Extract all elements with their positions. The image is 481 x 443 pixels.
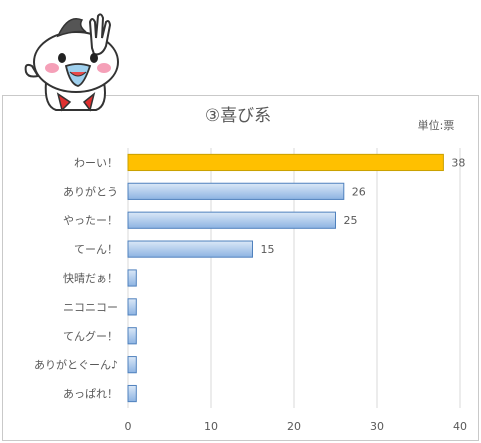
bar [127, 327, 137, 345]
data-label: 38 [451, 156, 465, 169]
category-label: てーん！ [74, 243, 118, 256]
category-label: あっぱれ！ [63, 388, 118, 401]
category-label: 快晴だぁ！ [63, 272, 118, 285]
bar [127, 211, 336, 229]
x-tick-label: 0 [125, 420, 132, 433]
x-tick-label: 10 [204, 420, 218, 433]
data-label: 25 [344, 214, 358, 227]
bars [127, 153, 444, 403]
bar [127, 240, 253, 258]
category-label: わーい！ [74, 156, 118, 169]
value-labels: 38 26 25 15 [261, 156, 466, 256]
data-label: 15 [261, 243, 275, 256]
bar [127, 153, 444, 172]
bar [127, 384, 137, 403]
data-label: 26 [352, 185, 366, 198]
category-label: ありがとぐーん♪ [34, 358, 118, 372]
category-label: てんグー！ [63, 329, 118, 343]
bar [127, 298, 137, 316]
chart-title: ③喜び系 [205, 106, 271, 126]
category-label: ニコニコー [63, 301, 118, 314]
x-tick-label: 40 [453, 420, 467, 433]
unit-label: 単位:票 [418, 118, 455, 132]
x-tick-label: 20 [287, 420, 301, 433]
x-tick-label: 30 [370, 420, 384, 433]
bird-mascot-icon [18, 2, 130, 114]
bar [127, 356, 137, 374]
bar [127, 269, 137, 287]
chart-panel [2, 95, 479, 441]
category-label: ありがとう [63, 184, 118, 198]
x-tick-labels: 0 10 20 30 40 [125, 420, 468, 433]
category-label: やったー！ [63, 214, 118, 227]
bar [127, 182, 345, 200]
